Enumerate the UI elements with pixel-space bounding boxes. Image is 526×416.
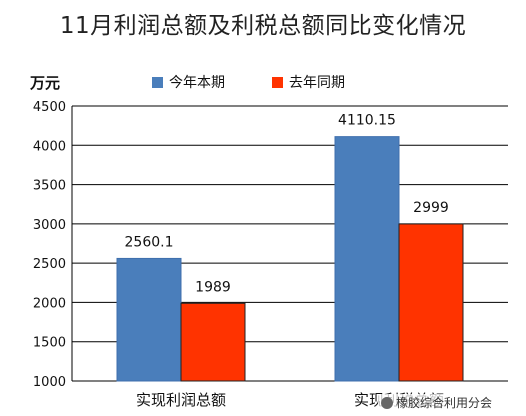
y-tick-label: 4000	[33, 139, 66, 154]
y-tick-label: 1500	[33, 336, 66, 351]
legend-label-series-1: 今年本期	[169, 75, 225, 91]
y-tick-label: 2000	[33, 296, 66, 311]
data-label: 2999	[413, 200, 449, 216]
bar	[116, 257, 182, 382]
watermark-text: 橡胶综合利用分会	[396, 396, 493, 410]
data-label: 1989	[195, 279, 231, 295]
legend-swatch-series-1	[152, 76, 163, 88]
bar	[180, 302, 246, 382]
bar	[334, 136, 400, 382]
watermark: 橡胶综合利用分会	[378, 394, 496, 411]
y-tick-label: 1000	[33, 375, 66, 390]
bar	[398, 223, 464, 382]
legend-label-series-2: 去年同期	[289, 75, 345, 91]
data-label: 2560.1	[125, 234, 174, 250]
legend-item-series-2: 去年同期	[272, 72, 345, 92]
x-tick-label: 实现利润总额	[136, 391, 226, 409]
y-tick-label: 2500	[33, 257, 66, 272]
data-label: 4110.15	[338, 113, 396, 129]
wechat-icon	[381, 396, 393, 409]
legend-swatch-series-2	[272, 76, 283, 88]
y-tick-label: 3000	[33, 218, 66, 233]
legend-item-series-1: 今年本期	[152, 72, 225, 92]
y-tick-label: 3500	[33, 179, 66, 194]
y-tick-label: 4500	[33, 100, 66, 115]
chart-title: 11月利润总额及利税总额同比变化情况	[59, 13, 467, 39]
y-axis-unit-label: 万元	[30, 74, 61, 92]
